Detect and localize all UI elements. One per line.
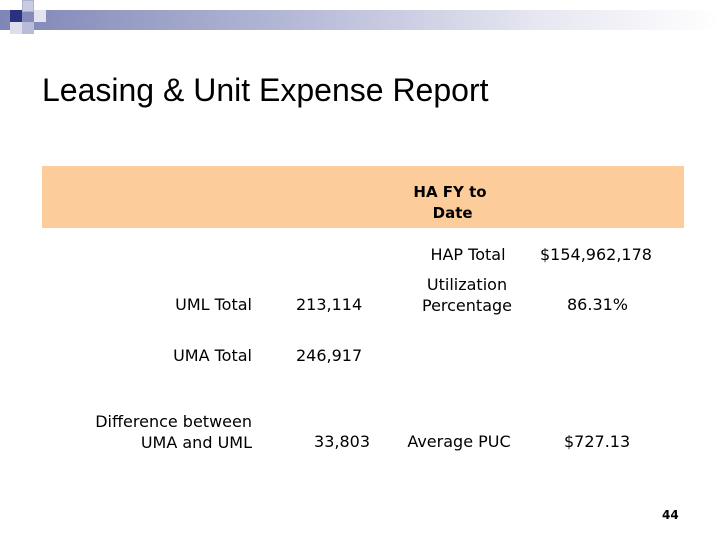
decorative-square: [10, 22, 22, 34]
utilization-percentage-label: Utilization Percentage: [421, 275, 512, 315]
header-gradient-band: [0, 10, 720, 30]
hap-total-label: HAP Total: [430, 245, 506, 264]
decorative-square: [10, 10, 22, 22]
uml-total-value: 213,114: [296, 295, 363, 314]
decorative-square: [22, 22, 34, 34]
table-header-band: [42, 166, 684, 228]
decorative-square: [22, 0, 34, 12]
table-header-label: HA FY to Date: [413, 183, 487, 222]
utilization-percentage-value: 86.31%: [567, 295, 629, 314]
difference-value: 33,803: [314, 432, 370, 451]
page-number: 44: [662, 508, 679, 522]
decorative-square: [34, 10, 46, 22]
uml-total-label: UML Total: [175, 295, 252, 314]
slide-title: Leasing & Unit Expense Report: [42, 72, 489, 108]
hap-total-value: $154,962,178: [540, 245, 652, 264]
uma-total-label: UMA Total: [173, 346, 252, 365]
average-puc-value: $727.13: [564, 432, 631, 451]
uma-total-value: 246,917: [296, 346, 363, 365]
difference-label: Difference between UMA and UML: [95, 412, 252, 452]
average-puc-label: Average PUC: [407, 432, 511, 451]
